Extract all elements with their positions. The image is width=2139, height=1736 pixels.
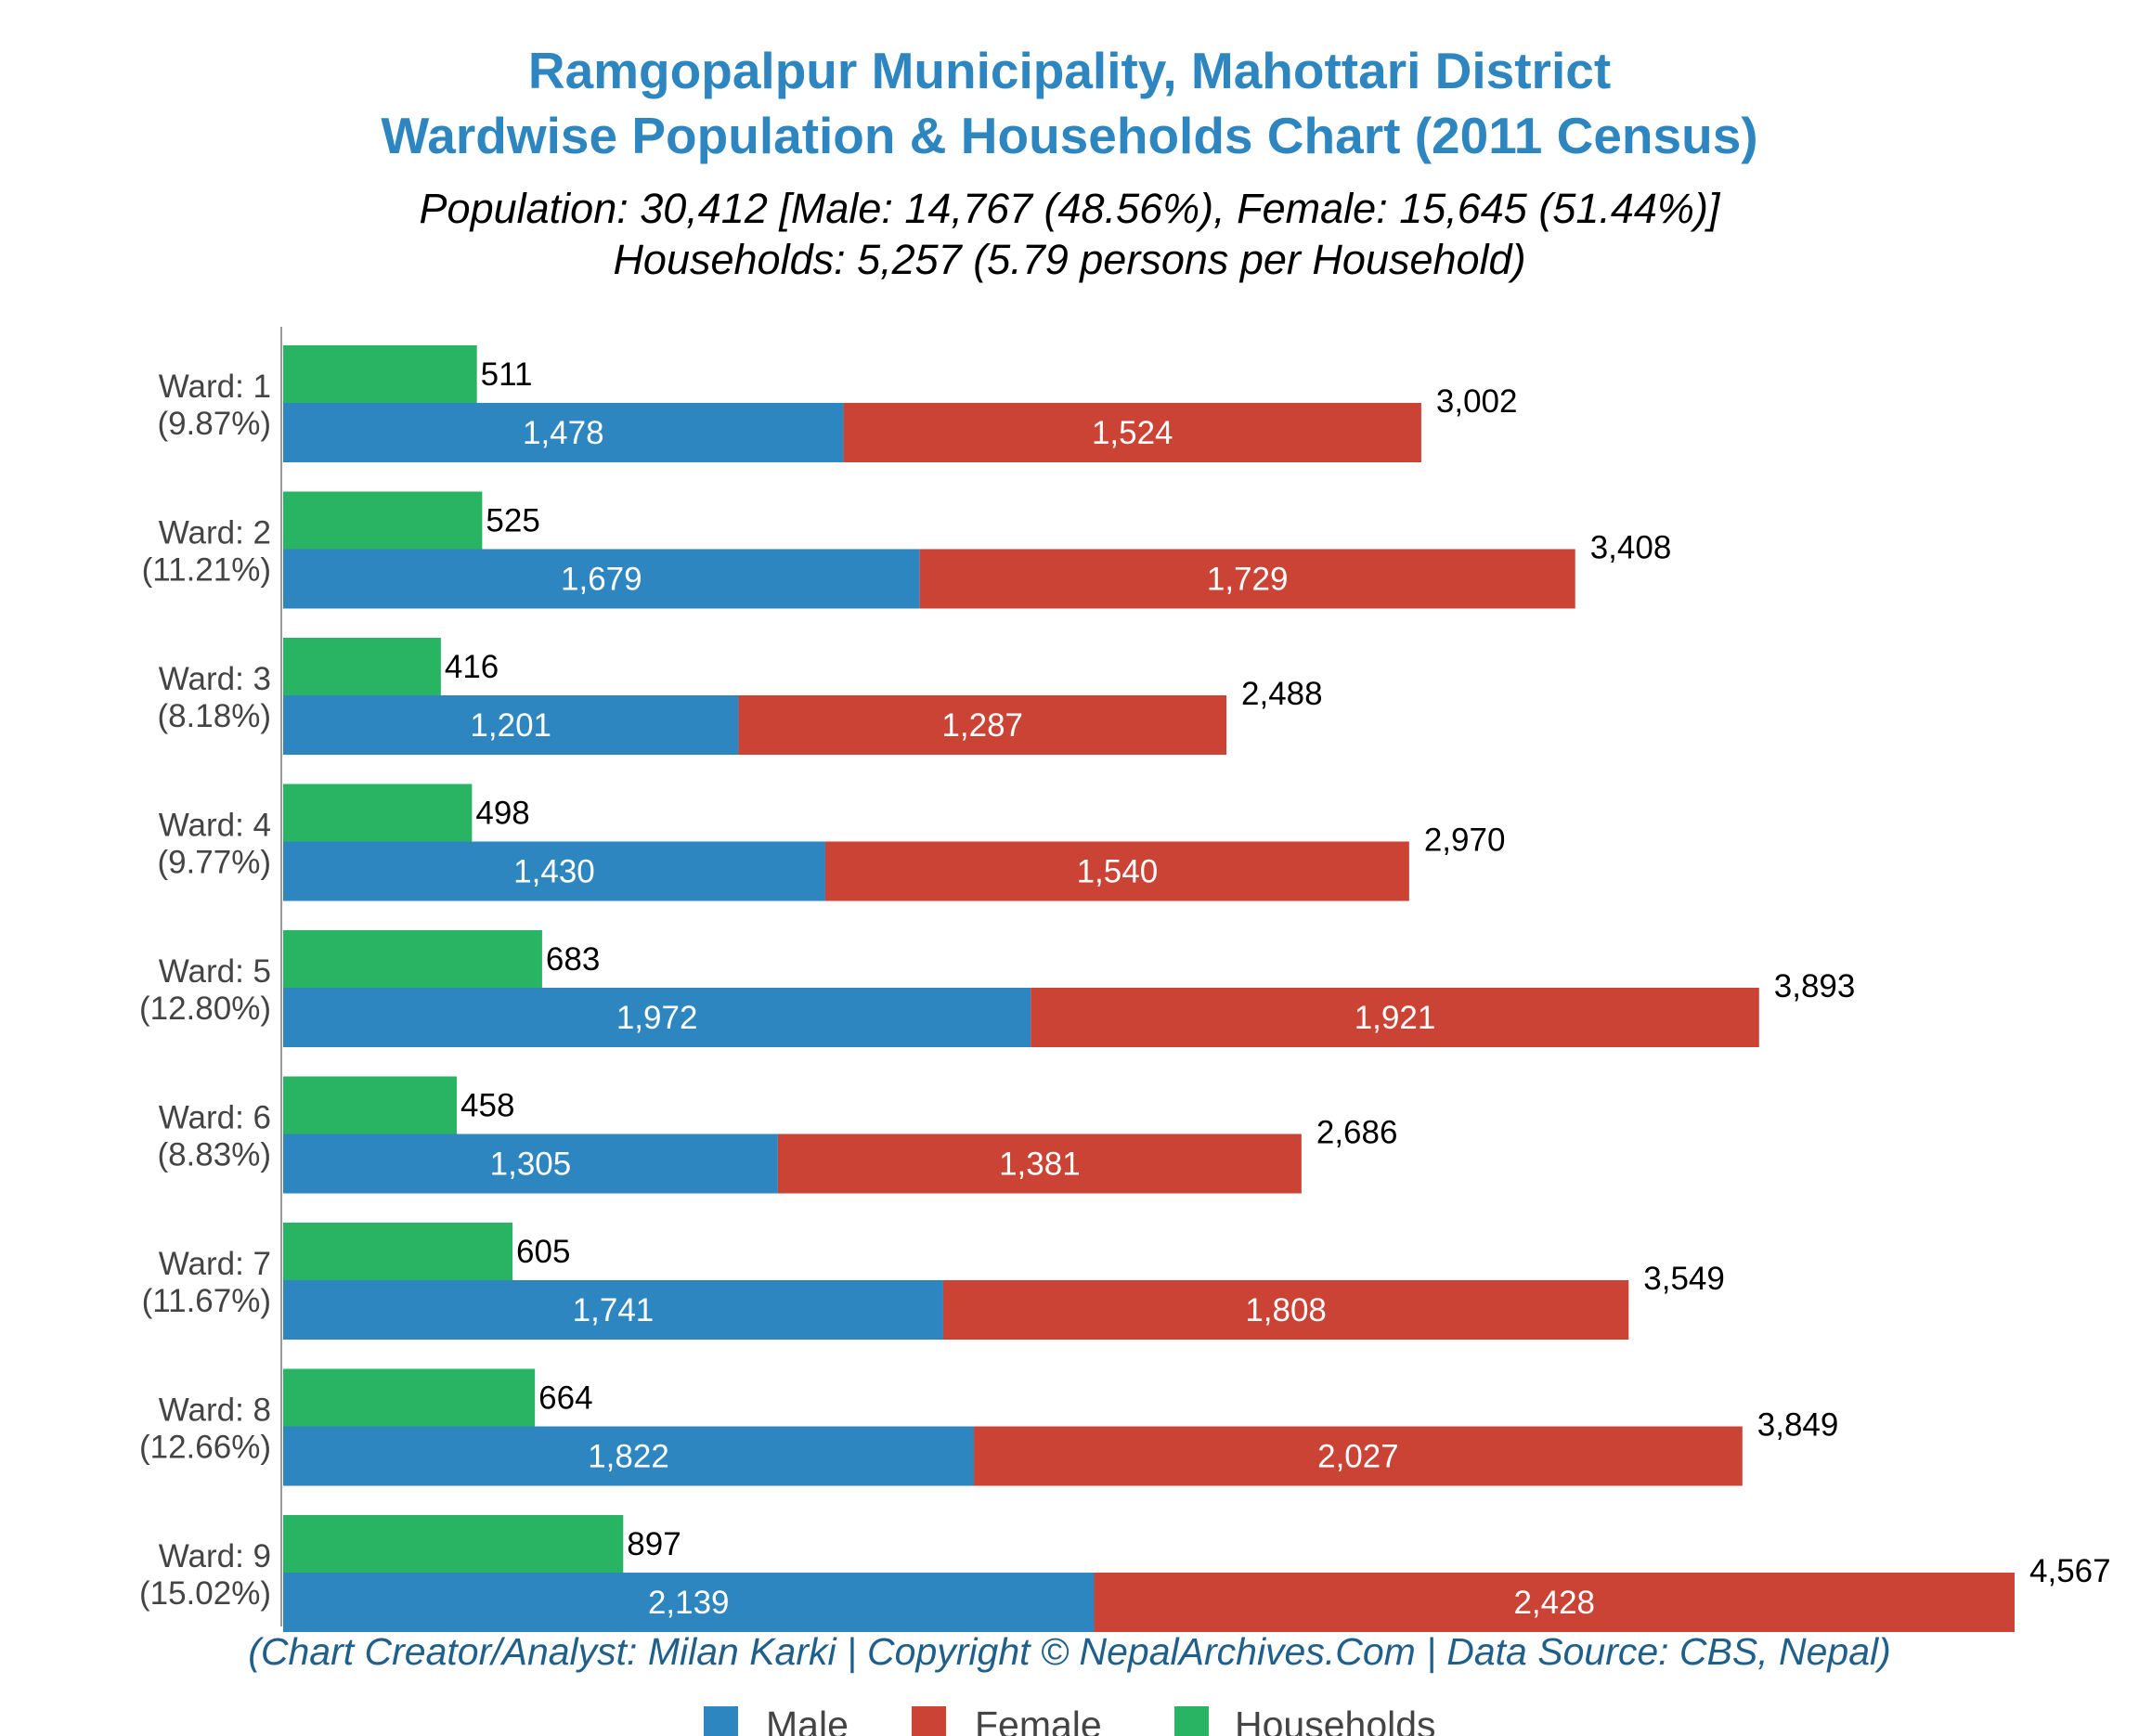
male-value-label: 1,305: [490, 1147, 572, 1183]
female-value-label: 1,524: [1092, 415, 1173, 451]
male-value-label: 2,139: [648, 1585, 730, 1621]
ward-percent-label: (11.67%): [142, 1283, 271, 1319]
female-value-label: 1,540: [1077, 854, 1159, 890]
legend: Male Female Households: [704, 1704, 1436, 1736]
total-value-label: 3,408: [1590, 530, 1672, 566]
ward-percent-label: (12.80%): [139, 991, 271, 1027]
ward-percent-label: (11.21%): [142, 552, 271, 589]
households-bar: [283, 1368, 536, 1427]
female-value-label: 2,428: [1513, 1585, 1595, 1621]
chart-subtitle-line2: Households: 5,257 (5.79 persons per Hous…: [613, 236, 1525, 283]
legend-label-households: Households: [1235, 1704, 1436, 1736]
chart-subtitle-line1: Population: 30,412 [Male: 14,767 (48.56%…: [420, 185, 1721, 232]
total-value-label: 2,970: [1424, 823, 1506, 859]
male-bar: [283, 1426, 975, 1486]
ward-percent-label: (12.66%): [139, 1430, 271, 1466]
households-bar: [283, 491, 483, 550]
households-bar: [283, 345, 477, 403]
total-value-label: 3,849: [1757, 1407, 1839, 1444]
female-bar: [919, 549, 1575, 609]
legend-swatch-male: [704, 1706, 738, 1736]
male-value-label: 1,201: [470, 707, 551, 744]
ward-label: Ward: 5: [159, 953, 271, 990]
female-value-label: 1,381: [999, 1147, 1081, 1183]
chart-credit: (Chart Creator/Analyst: Milan Karki | Co…: [248, 1630, 1891, 1673]
households-bar: [283, 1223, 513, 1280]
households-value-label: 511: [481, 356, 533, 393]
households-bar: [283, 1076, 458, 1134]
male-value-label: 1,972: [616, 1000, 698, 1036]
households-bar: [283, 638, 441, 695]
households-value-label: 605: [516, 1234, 570, 1270]
male-value-label: 1,478: [523, 415, 604, 451]
male-bar: [283, 841, 825, 901]
total-value-label: 3,893: [1774, 968, 1856, 1004]
households-value-label: 897: [627, 1526, 681, 1562]
male-bar: [283, 403, 844, 462]
male-value-label: 1,822: [588, 1439, 669, 1475]
households-value-label: 416: [445, 649, 499, 685]
ward-percent-label: (8.18%): [157, 698, 271, 734]
legend-label-male: Male: [766, 1704, 849, 1736]
male-bar: [283, 695, 739, 755]
total-value-label: 3,549: [1643, 1261, 1725, 1297]
male-bar: [283, 1134, 778, 1194]
ward-percent-label: (8.83%): [157, 1137, 271, 1173]
households-value-label: 664: [538, 1380, 592, 1417]
total-value-label: 3,002: [1436, 383, 1518, 420]
male-value-label: 1,679: [561, 562, 642, 598]
legend-swatch-female: [912, 1706, 946, 1736]
male-value-label: 1,430: [513, 854, 595, 890]
ward-label: Ward: 4: [159, 808, 271, 844]
female-bar: [843, 403, 1421, 462]
male-bar: [283, 549, 920, 609]
female-value-label: 1,287: [941, 707, 1023, 744]
male-bar: [283, 988, 1031, 1047]
chart-title-line1: Ramgopalpur Municipality, Mahottari Dist…: [528, 42, 1611, 99]
legend-label-female: Female: [975, 1704, 1102, 1736]
total-value-label: 4,567: [2029, 1553, 2111, 1589]
ward-label: Ward: 2: [159, 515, 271, 551]
households-bar: [283, 930, 542, 988]
female-bar: [1094, 1573, 2015, 1632]
households-bar: [283, 784, 473, 842]
households-value-label: 525: [486, 503, 539, 539]
total-value-label: 2,488: [1241, 676, 1323, 712]
ward-label: Ward: 3: [159, 661, 271, 697]
female-bar: [824, 841, 1409, 901]
households-value-label: 683: [546, 941, 600, 978]
ward-percent-label: (15.02%): [139, 1575, 271, 1612]
households-value-label: 498: [475, 796, 529, 832]
ward-label: Ward: 7: [159, 1246, 271, 1282]
female-value-label: 1,808: [1245, 1292, 1327, 1328]
chart-title-line2: Wardwise Population & Households Chart (…: [381, 107, 1757, 164]
female-value-label: 1,729: [1207, 562, 1289, 598]
ward-label: Ward: 1: [159, 369, 271, 405]
ward-label: Ward: 9: [159, 1538, 271, 1574]
ward-percent-label: (9.77%): [157, 845, 271, 881]
female-bar: [974, 1426, 1743, 1486]
male-bar: [283, 1573, 1095, 1632]
female-bar: [942, 1280, 1629, 1340]
male-bar: [283, 1280, 943, 1340]
ward-label: Ward: 8: [159, 1393, 271, 1429]
households-bar: [283, 1515, 624, 1573]
male-value-label: 1,741: [573, 1292, 655, 1328]
legend-swatch-households: [1174, 1706, 1209, 1736]
total-value-label: 2,686: [1316, 1115, 1398, 1151]
female-bar: [777, 1134, 1302, 1194]
ward-label: Ward: 6: [159, 1100, 271, 1136]
households-value-label: 458: [460, 1088, 514, 1124]
female-bar: [1031, 988, 1759, 1047]
female-value-label: 2,027: [1317, 1439, 1399, 1475]
ward-percent-label: (9.87%): [157, 406, 271, 442]
female-bar: [738, 695, 1227, 755]
female-value-label: 1,921: [1355, 1000, 1436, 1036]
